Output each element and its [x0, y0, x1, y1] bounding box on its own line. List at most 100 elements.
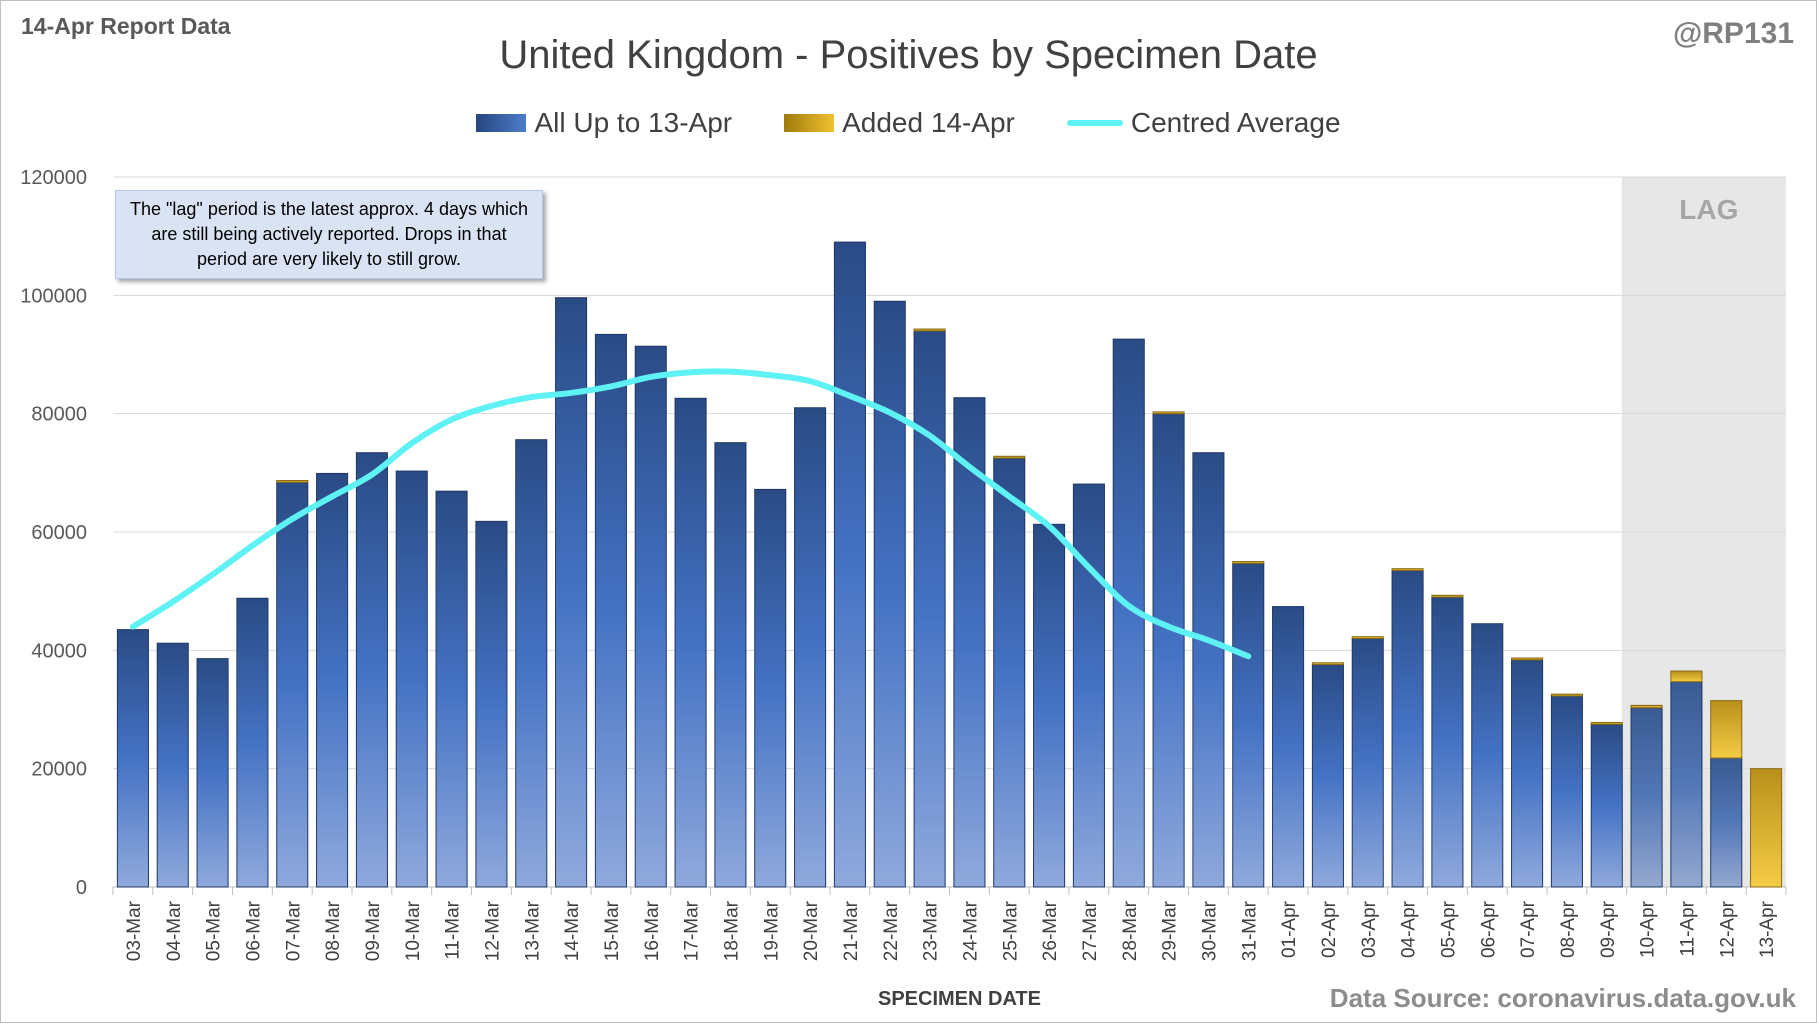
bar-all-to-13-apr	[355, 452, 388, 888]
bar-all-to-13-apr	[196, 658, 229, 888]
x-tick-label: 01-Apr	[1279, 900, 1300, 958]
bar-all-to-13-apr	[1351, 638, 1384, 888]
y-tick-label: 80000	[31, 404, 87, 426]
x-tick-label: 16-Mar	[642, 900, 663, 961]
lag-label: LAG	[1679, 194, 1738, 225]
legend-item-added: Added 14-Apr	[784, 107, 1015, 139]
bar-all-to-13-apr	[993, 457, 1026, 888]
x-tick-label: 17-Mar	[682, 900, 703, 961]
x-tick-label: 18-Mar	[721, 900, 742, 961]
x-tick-label: 04-Apr	[1399, 900, 1420, 958]
x-tick-label: 11-Apr	[1677, 900, 1698, 956]
x-tick-label: 25-Mar	[1000, 900, 1021, 961]
bar-all-to-13-apr	[873, 300, 906, 888]
x-tick-label: 31-Mar	[1239, 900, 1260, 961]
x-tick-label: 29-Mar	[1160, 900, 1181, 961]
x-tick-label: 06-Apr	[1478, 900, 1499, 958]
legend-label-added: Added 14-Apr	[842, 107, 1015, 138]
x-tick-label: 13-Apr	[1757, 900, 1778, 958]
x-tick-label: 04-Mar	[164, 900, 185, 961]
bar-all-to-13-apr	[1471, 623, 1504, 888]
bar-all-to-13-apr	[1272, 606, 1305, 888]
bar-all-to-13-apr	[1550, 695, 1583, 888]
bar-all-to-13-apr	[395, 470, 428, 888]
legend-item-average: Centred Average	[1066, 107, 1341, 139]
bar-added-14-apr	[1232, 561, 1265, 564]
x-tick-label: 11-Mar	[443, 900, 464, 959]
x-tick-label: 14-Mar	[562, 900, 583, 961]
x-tick-label: 26-Mar	[1040, 900, 1061, 961]
x-tick-label: 08-Apr	[1558, 900, 1579, 958]
bar-all-to-13-apr	[1311, 664, 1344, 888]
legend-label-all: All Up to 13-Apr	[534, 107, 733, 138]
bar-all-to-13-apr	[316, 472, 349, 888]
x-tick-label: 24-Mar	[960, 900, 981, 961]
x-tick-label: 21-Mar	[841, 900, 862, 961]
x-tick-label: 12-Apr	[1717, 900, 1738, 958]
bar-all-to-13-apr	[754, 488, 787, 888]
x-tick-label: 27-Mar	[1080, 900, 1101, 961]
legend-swatch-gold	[784, 114, 835, 132]
x-tick-label: 03-Mar	[124, 900, 145, 961]
bar-added-14-apr	[993, 455, 1026, 459]
y-tick-label: 100000	[20, 285, 87, 307]
x-tick-label: 10-Apr	[1638, 900, 1659, 958]
x-tick-label: 06-Mar	[243, 900, 264, 961]
legend-swatch-line	[1066, 120, 1123, 126]
bar-all-to-13-apr	[156, 642, 189, 888]
bar-all-to-13-apr	[1630, 707, 1663, 888]
bar-all-to-13-apr	[1670, 681, 1703, 888]
y-tick-label: 40000	[31, 640, 87, 662]
bar-all-to-13-apr	[1072, 483, 1105, 888]
bar-added-14-apr	[1590, 722, 1623, 725]
legend-swatch-blue	[476, 114, 527, 132]
bar-all-to-13-apr	[1511, 659, 1544, 888]
x-tick-label: 15-Mar	[602, 900, 623, 961]
bar-all-to-13-apr	[475, 520, 508, 888]
author-handle: @RP131	[1673, 17, 1794, 50]
bar-all-to-13-apr	[1391, 569, 1424, 888]
x-tick-label: 10-Mar	[403, 900, 424, 961]
bar-added-14-apr	[1152, 411, 1185, 415]
bar-all-to-13-apr	[1152, 413, 1185, 888]
x-tick-label: 08-Mar	[323, 900, 344, 961]
x-tick-label: 02-Apr	[1319, 900, 1340, 958]
legend-item-all: All Up to 13-Apr	[476, 107, 732, 139]
x-tick-label: 07-Apr	[1518, 900, 1539, 958]
bar-added-14-apr	[1431, 594, 1464, 598]
x-tick-label: 03-Apr	[1359, 900, 1380, 958]
bar-all-to-13-apr	[1192, 452, 1225, 888]
bar-all-to-13-apr	[1112, 338, 1145, 888]
x-tick-label: 07-Mar	[283, 900, 304, 961]
bar-added-14-apr	[1351, 636, 1384, 639]
bar-added-14-apr	[1670, 670, 1703, 683]
bar-all-to-13-apr	[1232, 562, 1265, 888]
bar-added-14-apr	[1710, 700, 1743, 759]
bar-added-14-apr	[276, 480, 309, 483]
x-tick-label: 30-Mar	[1199, 900, 1220, 961]
x-tick-label: 20-Mar	[801, 900, 822, 961]
bar-all-to-13-apr	[1710, 757, 1743, 888]
bar-added-14-apr	[1511, 657, 1544, 661]
bar-all-to-13-apr	[634, 345, 667, 888]
bar-all-to-13-apr	[276, 481, 309, 888]
bar-all-to-13-apr	[913, 330, 946, 888]
data-source: Data Source: coronavirus.data.gov.uk	[1329, 983, 1796, 1013]
x-tick-label: 09-Apr	[1598, 900, 1619, 958]
x-tick-label: 05-Apr	[1438, 900, 1459, 958]
bar-all-to-13-apr	[833, 241, 866, 888]
x-tick-label: 19-Mar	[761, 900, 782, 961]
lag-explanation-note: The "lag" period is the latest approx. 4…	[115, 190, 543, 279]
centred-average-line	[129, 368, 1252, 660]
bar-added-14-apr	[1550, 693, 1583, 697]
x-tick-label: 28-Mar	[1120, 900, 1141, 961]
x-tick-label: 23-Mar	[921, 900, 942, 961]
x-tick-label: 22-Mar	[881, 900, 902, 961]
bar-all-to-13-apr	[794, 407, 827, 888]
bar-all-to-13-apr	[953, 397, 986, 888]
bar-all-to-13-apr	[1431, 596, 1464, 888]
y-tick-label: 20000	[31, 759, 87, 781]
bar-added-14-apr	[1750, 768, 1783, 888]
